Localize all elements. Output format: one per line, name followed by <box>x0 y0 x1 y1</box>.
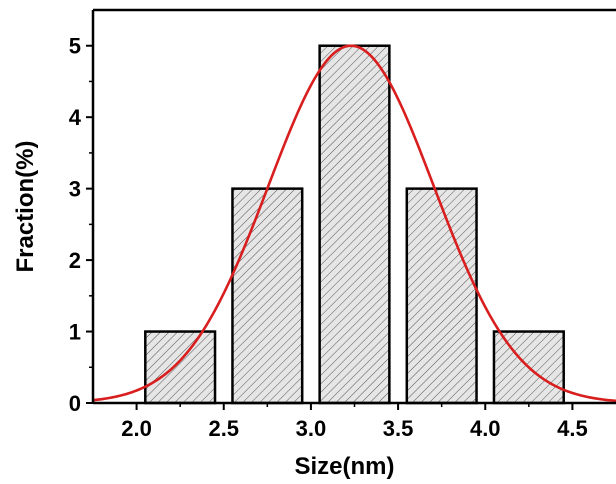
y-tick-label: 2 <box>69 248 81 273</box>
bars-layer <box>144 44 565 405</box>
fit-curve-layer <box>93 44 616 403</box>
x-tick-label: 3.0 <box>296 416 327 441</box>
x-tick-label: 4.0 <box>470 416 501 441</box>
labels-layer: 2.0 2.5 3.0 3.5 4.0 4.5 0 1 2 3 4 5 <box>69 34 588 441</box>
x-tick-label: 2.5 <box>208 416 239 441</box>
y-tick-label: 4 <box>69 105 82 130</box>
gaussian-fit-curve <box>93 44 616 403</box>
histogram-bar-1 <box>144 330 217 405</box>
histogram-bar-4 <box>405 187 478 405</box>
y-tick-label: 5 <box>69 34 81 59</box>
histogram-bar-3 <box>318 44 391 405</box>
y-axis-title: Fraction(%) <box>12 141 39 273</box>
histogram-bar-2 <box>231 187 304 405</box>
x-axis-title: Size(nm) <box>294 453 394 480</box>
x-tick-label: 2.0 <box>121 416 152 441</box>
x-tick-label: 3.5 <box>383 416 414 441</box>
y-tick-label: 0 <box>69 391 81 416</box>
y-tick-label: 1 <box>69 320 81 345</box>
y-tick-label: 3 <box>69 177 81 202</box>
x-tick-label: 4.5 <box>557 416 588 441</box>
axes-layer <box>86 8 616 410</box>
